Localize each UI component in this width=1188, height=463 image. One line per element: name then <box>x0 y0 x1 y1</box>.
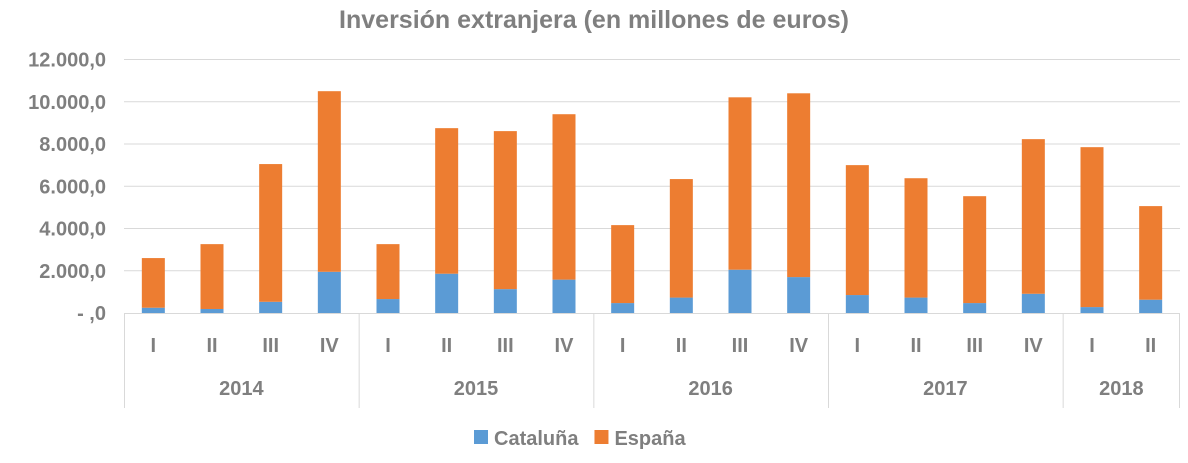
x-tick-label: IV <box>555 335 575 357</box>
bar-cataluña <box>904 297 928 313</box>
legend-label: España <box>614 428 686 450</box>
y-tick-label: 4.000,0 <box>39 219 106 241</box>
bar-españa <box>787 93 811 278</box>
bar-cataluña <box>845 295 869 313</box>
bar-cataluña <box>141 307 165 313</box>
bar-españa <box>728 97 752 270</box>
y-tick-label: 10.000,0 <box>28 92 106 114</box>
x-tick-label: IV <box>1024 335 1044 357</box>
bar-cataluña <box>376 299 400 313</box>
legend-swatch-españa <box>594 430 609 444</box>
chart-title: Inversión extranjera (en millones de eur… <box>339 6 849 34</box>
group-label: 2015 <box>454 378 499 400</box>
x-tick-label: I <box>385 335 391 357</box>
bar-cataluña <box>200 308 224 313</box>
group-label: 2018 <box>1099 378 1144 400</box>
bar-españa <box>611 225 635 304</box>
x-tick-label: I <box>855 335 861 357</box>
y-tick-label: - ,0 <box>77 303 106 325</box>
group-label: 2014 <box>219 378 264 400</box>
bar-españa <box>376 244 400 300</box>
x-tick-label: II <box>206 335 217 357</box>
bar-españa <box>552 114 576 280</box>
x-tick-label: II <box>910 335 921 357</box>
x-tick-label: II <box>1145 335 1156 357</box>
bar-cataluña <box>1021 293 1045 313</box>
x-tick-label: I <box>1089 335 1095 357</box>
bar-españa <box>963 196 987 304</box>
group-label: 2017 <box>923 378 968 400</box>
x-tick-label: III <box>732 335 749 357</box>
bar-cataluña <box>728 269 752 313</box>
bar-españa <box>200 244 224 309</box>
bar-españa <box>1021 139 1045 294</box>
x-tick-label: III <box>966 335 983 357</box>
bar-cataluña <box>963 303 987 313</box>
x-tick-label: II <box>676 335 687 357</box>
bar-españa <box>669 179 693 298</box>
group-label: 2016 <box>688 378 733 400</box>
x-tick-label: IV <box>320 335 340 357</box>
bar-cataluña <box>787 277 811 313</box>
x-tick-label: III <box>497 335 514 357</box>
legend: Cataluña España <box>474 428 686 450</box>
x-tick-label: I <box>620 335 626 357</box>
bar-españa <box>259 164 283 302</box>
bar-españa <box>317 91 341 272</box>
legend-label: Cataluña <box>494 428 579 450</box>
bar-cataluña <box>1139 299 1163 313</box>
legend-swatch-cataluña <box>474 430 488 444</box>
y-tick-label: 12.000,0 <box>28 50 106 72</box>
bar-españa <box>493 131 517 290</box>
bar-españa <box>141 258 165 308</box>
gridlines <box>124 59 1180 272</box>
bars <box>141 91 1163 313</box>
bar-cataluña <box>552 279 576 313</box>
x-tick-label: IV <box>789 335 809 357</box>
bar-cataluña <box>493 289 517 313</box>
bar-cataluña <box>259 301 283 313</box>
y-tick-label: 8.000,0 <box>39 134 106 156</box>
bar-cataluña <box>1080 307 1104 313</box>
bar-cataluña <box>435 273 459 313</box>
y-tick-label: 2.000,0 <box>39 261 106 283</box>
x-tick-label: I <box>151 335 157 357</box>
bar-españa <box>1080 147 1104 308</box>
bar-españa <box>1139 206 1163 300</box>
bar-españa <box>435 128 459 274</box>
x-tick-label: III <box>262 335 279 357</box>
bar-cataluña <box>317 271 341 313</box>
y-axis: - ,0 2.000,0 4.000,0 6.000,0 8.000,0 10.000,0… <box>28 50 106 326</box>
bar-cataluña <box>611 303 635 313</box>
bar-cataluña <box>669 297 693 313</box>
bar-españa <box>904 178 928 298</box>
y-tick-label: 6.000,0 <box>39 176 106 198</box>
x-tick-label: II <box>441 335 452 357</box>
bar-españa <box>845 165 869 296</box>
